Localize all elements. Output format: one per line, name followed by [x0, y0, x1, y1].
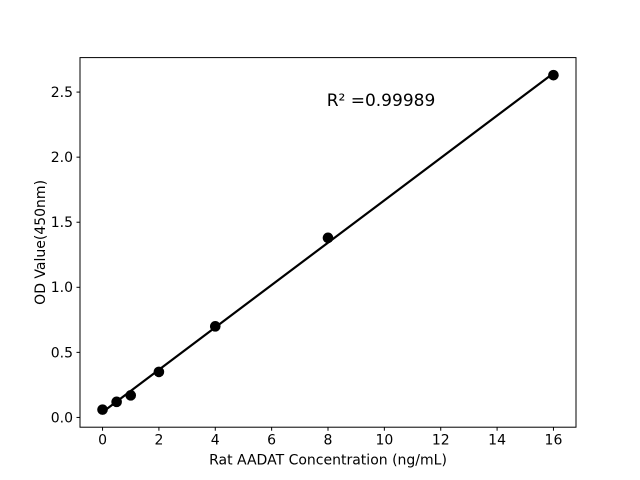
x-tick-label: 10 [375, 432, 393, 448]
data-point [548, 69, 559, 81]
y-tick-label: 2.0 [51, 150, 73, 166]
x-tick-label: 4 [211, 432, 220, 448]
y-axis-ticks: 0.0 0.5 1.0 1.5 2.0 2.5 [51, 85, 80, 426]
data-point [125, 390, 137, 401]
r-squared-annotation: R² =0.99989 [327, 91, 436, 111]
data-point [322, 232, 334, 244]
y-tick-label: 1.0 [51, 280, 73, 296]
y-tick-label: 0.5 [51, 345, 73, 361]
data-series [97, 69, 559, 415]
x-tick-label: 2 [154, 432, 163, 448]
x-tick-label: 14 [488, 432, 506, 448]
data-point [111, 396, 122, 408]
data-point [209, 321, 221, 332]
y-tick-label: 1.5 [51, 215, 73, 231]
y-tick-label: 2.5 [51, 85, 73, 101]
x-tick-label: 0 [98, 432, 107, 448]
data-point [153, 366, 165, 378]
x-tick-label: 16 [545, 432, 563, 448]
y-tick-label: 0.0 [51, 410, 73, 426]
x-tick-label: 6 [267, 432, 276, 448]
data-point [97, 404, 108, 415]
x-axis-title: Rat AADAT Concentration (ng/mL) [209, 453, 447, 469]
x-tick-label: 12 [432, 432, 450, 448]
x-axis-ticks: 0 2 4 6 8 10 12 14 16 [98, 427, 562, 448]
x-tick-label: 8 [324, 432, 333, 448]
y-axis-title: OD Value(450nm) [33, 180, 49, 305]
